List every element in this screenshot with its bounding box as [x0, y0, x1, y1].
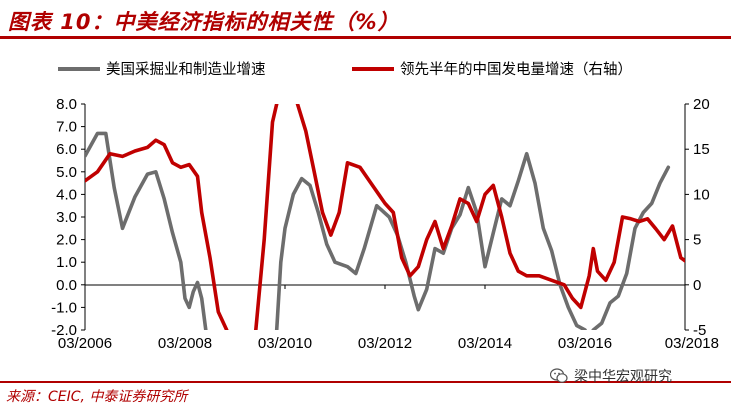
x-tick-label: 03/2016 — [558, 335, 612, 352]
left-tick-label: 2.0 — [56, 232, 77, 249]
x-tick-label: 03/2014 — [458, 335, 512, 352]
footer-divider — [0, 381, 731, 383]
chart-legend: 美国采掘业和制造业增速 领先半年的中国发电量增速（右轴） — [0, 58, 731, 80]
right-tick-label: 10 — [693, 186, 710, 203]
left-tick-label: -1.0 — [51, 299, 77, 316]
line-chart: 8.0 7.0 6.0 5.0 4.0 3.0 2.0 1.0 0.0 -1.0 -2.0 20 15… — [51, 96, 719, 352]
legend-label-gray: 美国采掘业和制造业增速 — [106, 62, 266, 78]
series-line-power-generation — [295, 104, 685, 310]
right-tick-label: 5 — [693, 232, 701, 249]
series-line-us-industry — [591, 165, 671, 330]
left-tick-label: 6.0 — [56, 141, 77, 158]
figure-title: 图表 10：中美经济指标的相关性（%） — [8, 10, 400, 34]
watermark: 梁中华宏观研究 — [550, 366, 672, 386]
right-tick-label: 0 — [693, 277, 701, 294]
figure-header: 图表 10：中美经济指标的相关性（%） — [0, 0, 731, 46]
legend-item-red: 领先半年的中国发电量增速（右轴） — [352, 58, 632, 79]
right-tick-label: 20 — [693, 96, 710, 113]
x-tick-label: 03/2018 — [665, 335, 719, 352]
left-axis: 8.0 7.0 6.0 5.0 4.0 3.0 2.0 1.0 0.0 -1.0 -2.0 — [51, 96, 86, 339]
series-line-power-generation — [254, 104, 279, 330]
title-divider — [0, 36, 731, 39]
series-line-us-industry — [85, 131, 208, 330]
right-axis: 20 15 10 5 0 -5 — [684, 96, 710, 339]
series-line-us-industry — [274, 151, 587, 330]
left-tick-label: 1.0 — [56, 254, 77, 271]
left-tick-label: -2.0 — [51, 322, 77, 339]
plot-area — [85, 104, 685, 330]
left-tick-label: 5.0 — [56, 164, 77, 181]
right-tick-label: -5 — [693, 322, 706, 339]
series-line-power-generation — [85, 138, 229, 330]
watermark-text: 梁中华宏观研究 — [574, 369, 672, 385]
legend-label-red: 领先半年的中国发电量增速（右轴） — [400, 62, 632, 78]
x-axis: 03/2006 03/2008 03/2010 03/2012 03/2014 03/20… — [58, 284, 719, 352]
x-tick-label: 03/2012 — [358, 335, 412, 352]
left-tick-label: 8.0 — [56, 96, 77, 113]
wechat-icon — [550, 368, 568, 383]
left-tick-label: 0.0 — [56, 277, 77, 294]
right-tick-label: 15 — [693, 141, 710, 158]
left-tick-label: 3.0 — [56, 209, 77, 226]
legend-item-gray: 美国采掘业和制造业增速 — [58, 58, 266, 79]
legend-swatch-red — [352, 66, 394, 71]
x-tick-label: 03/2008 — [158, 335, 212, 352]
left-tick-label: 7.0 — [56, 119, 77, 136]
x-tick-label: 03/2010 — [258, 335, 312, 352]
x-tick-label: 03/2006 — [58, 335, 112, 352]
left-tick-label: 4.0 — [56, 186, 77, 203]
source-note: 来源：CEIC, 中泰证券研究所 — [6, 389, 188, 405]
legend-swatch-gray — [58, 66, 100, 71]
